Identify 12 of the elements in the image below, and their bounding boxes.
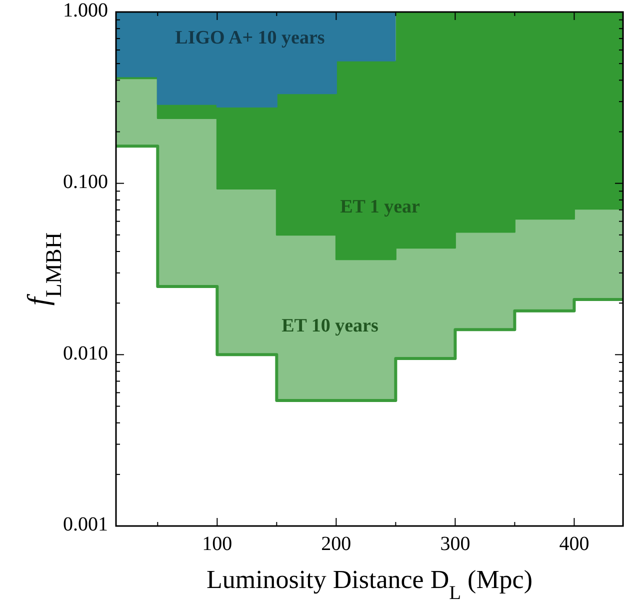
x-tick-label: 100 xyxy=(202,533,232,555)
x-tick-label: 200 xyxy=(321,533,352,555)
y-tick-label: 0.001 xyxy=(63,514,108,536)
y-tick-label: 1.000 xyxy=(63,0,108,22)
annotation: ET 10 years xyxy=(282,315,378,336)
y-tick-label: 0.100 xyxy=(63,170,108,193)
annotation: ET 1 year xyxy=(340,196,420,218)
y-tick-label: 0.010 xyxy=(63,342,108,364)
x-axis-title: Luminosity Distance D$_{L}$ (Mpc) xyxy=(206,565,533,600)
x-tick-label: 400 xyxy=(559,533,590,555)
x-tick-label: 300 xyxy=(440,533,470,555)
annotation: LIGO A+ 10 years xyxy=(175,27,325,48)
